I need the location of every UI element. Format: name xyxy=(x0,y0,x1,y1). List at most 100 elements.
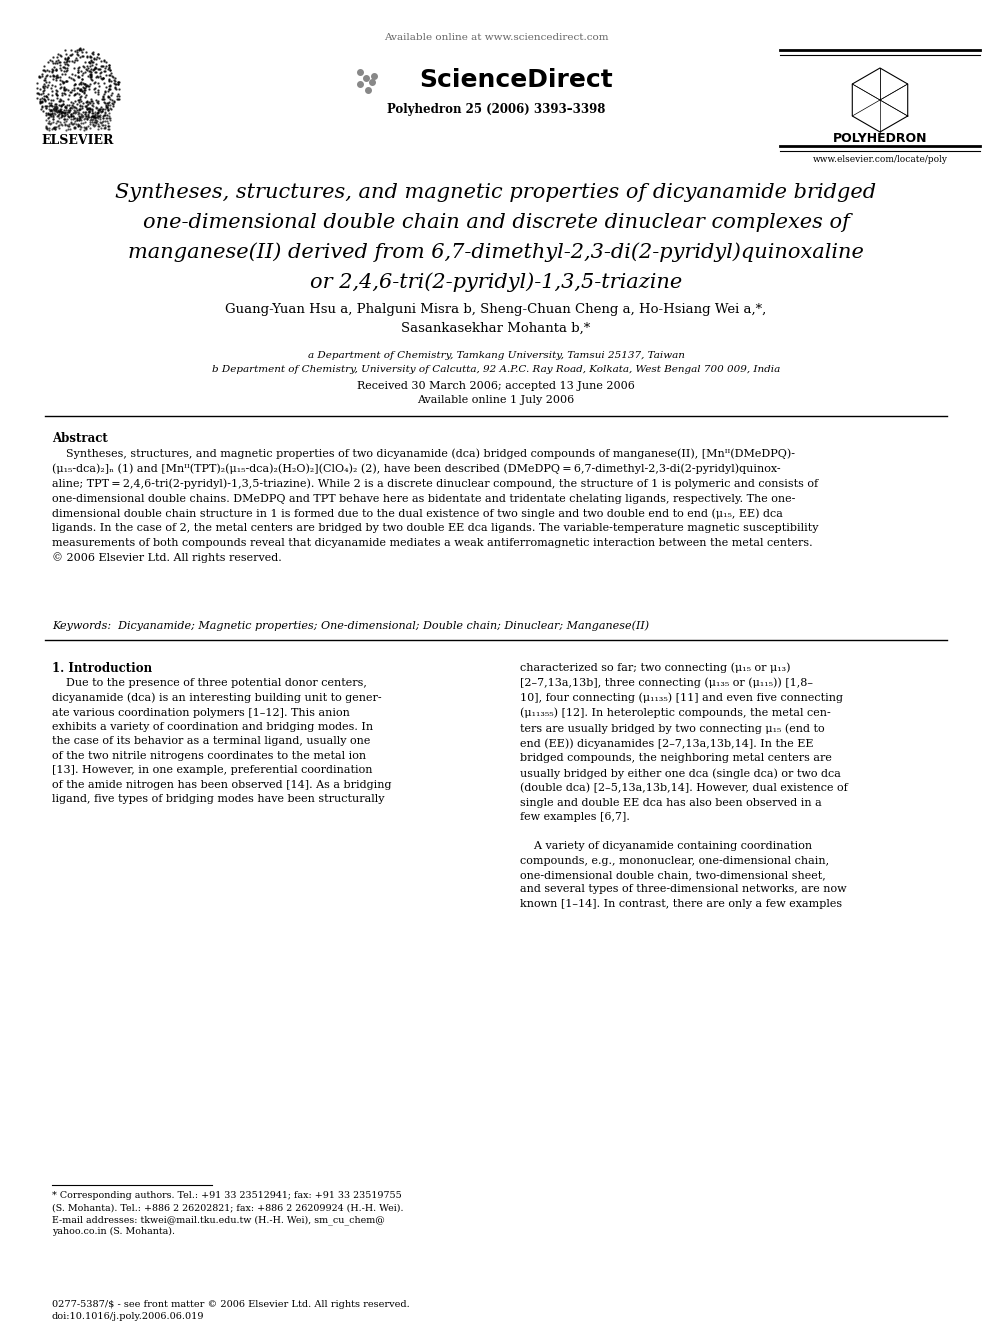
Point xyxy=(39,71,55,93)
Point xyxy=(93,101,109,122)
Text: yahoo.co.in (S. Mohanta).: yahoo.co.in (S. Mohanta). xyxy=(52,1226,175,1236)
Point xyxy=(69,41,85,62)
Point xyxy=(65,83,81,105)
Point xyxy=(61,114,76,135)
Point xyxy=(88,61,104,82)
Point xyxy=(57,102,72,123)
Point xyxy=(97,118,113,139)
Point xyxy=(51,105,66,126)
Point xyxy=(59,110,74,131)
Text: Available online at www.sciencedirect.com: Available online at www.sciencedirect.co… xyxy=(384,33,608,42)
Point xyxy=(93,67,109,89)
Point xyxy=(45,81,61,102)
Point xyxy=(45,89,61,110)
Point xyxy=(80,91,96,112)
Point xyxy=(92,99,108,120)
Point xyxy=(67,90,83,111)
Point xyxy=(40,74,56,95)
Point xyxy=(43,94,59,115)
Point xyxy=(82,64,98,85)
Point xyxy=(54,106,69,127)
Point xyxy=(78,58,94,79)
Point xyxy=(101,103,117,124)
Point xyxy=(55,85,70,106)
Point xyxy=(70,106,86,127)
Point xyxy=(71,79,87,101)
Point xyxy=(69,62,85,83)
Point xyxy=(41,106,57,127)
Text: POLYHEDRON: POLYHEDRON xyxy=(832,131,928,144)
Point xyxy=(60,106,75,127)
Point xyxy=(73,110,89,131)
Point xyxy=(44,61,60,82)
Point xyxy=(56,106,71,127)
Point xyxy=(95,114,111,135)
Point xyxy=(38,90,54,111)
Point xyxy=(110,83,126,105)
Point xyxy=(44,103,60,124)
Point xyxy=(77,106,93,127)
Point xyxy=(64,93,80,114)
Point xyxy=(62,115,77,136)
Point xyxy=(40,103,56,124)
Point xyxy=(96,61,112,82)
Point xyxy=(64,98,80,119)
Point xyxy=(98,107,114,128)
Point xyxy=(39,66,55,87)
Point xyxy=(63,97,79,118)
Point xyxy=(51,99,66,120)
Point xyxy=(62,111,78,132)
Point xyxy=(70,98,86,119)
Point xyxy=(97,115,113,136)
Point xyxy=(75,45,91,66)
Point xyxy=(58,78,73,99)
Point xyxy=(110,71,126,93)
Point xyxy=(90,106,106,127)
Point xyxy=(54,106,69,127)
Point xyxy=(36,78,52,99)
Point xyxy=(90,93,106,114)
Point xyxy=(74,45,90,66)
Point xyxy=(63,44,79,65)
Point xyxy=(81,102,97,123)
Point xyxy=(30,82,46,103)
Point xyxy=(102,75,118,97)
Point xyxy=(32,93,48,114)
Point xyxy=(68,112,84,134)
Point xyxy=(47,101,62,122)
Point xyxy=(88,111,104,132)
Point xyxy=(79,98,95,119)
Point xyxy=(90,82,106,103)
Point xyxy=(50,83,65,105)
Text: 0277-5387/$ - see front matter © 2006 Elsevier Ltd. All rights reserved.: 0277-5387/$ - see front matter © 2006 El… xyxy=(52,1301,410,1308)
Point xyxy=(101,58,117,79)
Point xyxy=(78,46,94,67)
Point xyxy=(33,91,49,112)
Point xyxy=(77,102,93,123)
Text: Keywords:  Dicyanamide; Magnetic properties; One-dimensional; Double chain; Dinu: Keywords: Dicyanamide; Magnetic properti… xyxy=(52,620,649,631)
Point xyxy=(72,37,88,58)
Point xyxy=(67,102,83,123)
Point xyxy=(34,66,50,87)
Point xyxy=(62,50,77,71)
Point xyxy=(84,106,100,127)
Point xyxy=(86,58,102,79)
Point xyxy=(87,103,103,124)
Point xyxy=(45,74,61,95)
Point xyxy=(98,97,114,118)
Point xyxy=(79,57,95,78)
Point xyxy=(63,112,79,134)
Point xyxy=(46,46,62,67)
Point xyxy=(34,91,50,112)
Point xyxy=(97,56,113,77)
Point xyxy=(37,95,53,116)
Point xyxy=(54,114,69,135)
Point xyxy=(79,97,95,118)
Point xyxy=(51,118,66,139)
Point xyxy=(88,66,104,87)
Point xyxy=(78,75,94,97)
Point xyxy=(71,78,87,99)
Text: 1. Introduction: 1. Introduction xyxy=(52,662,152,675)
Point xyxy=(44,99,60,120)
Point xyxy=(94,89,110,110)
